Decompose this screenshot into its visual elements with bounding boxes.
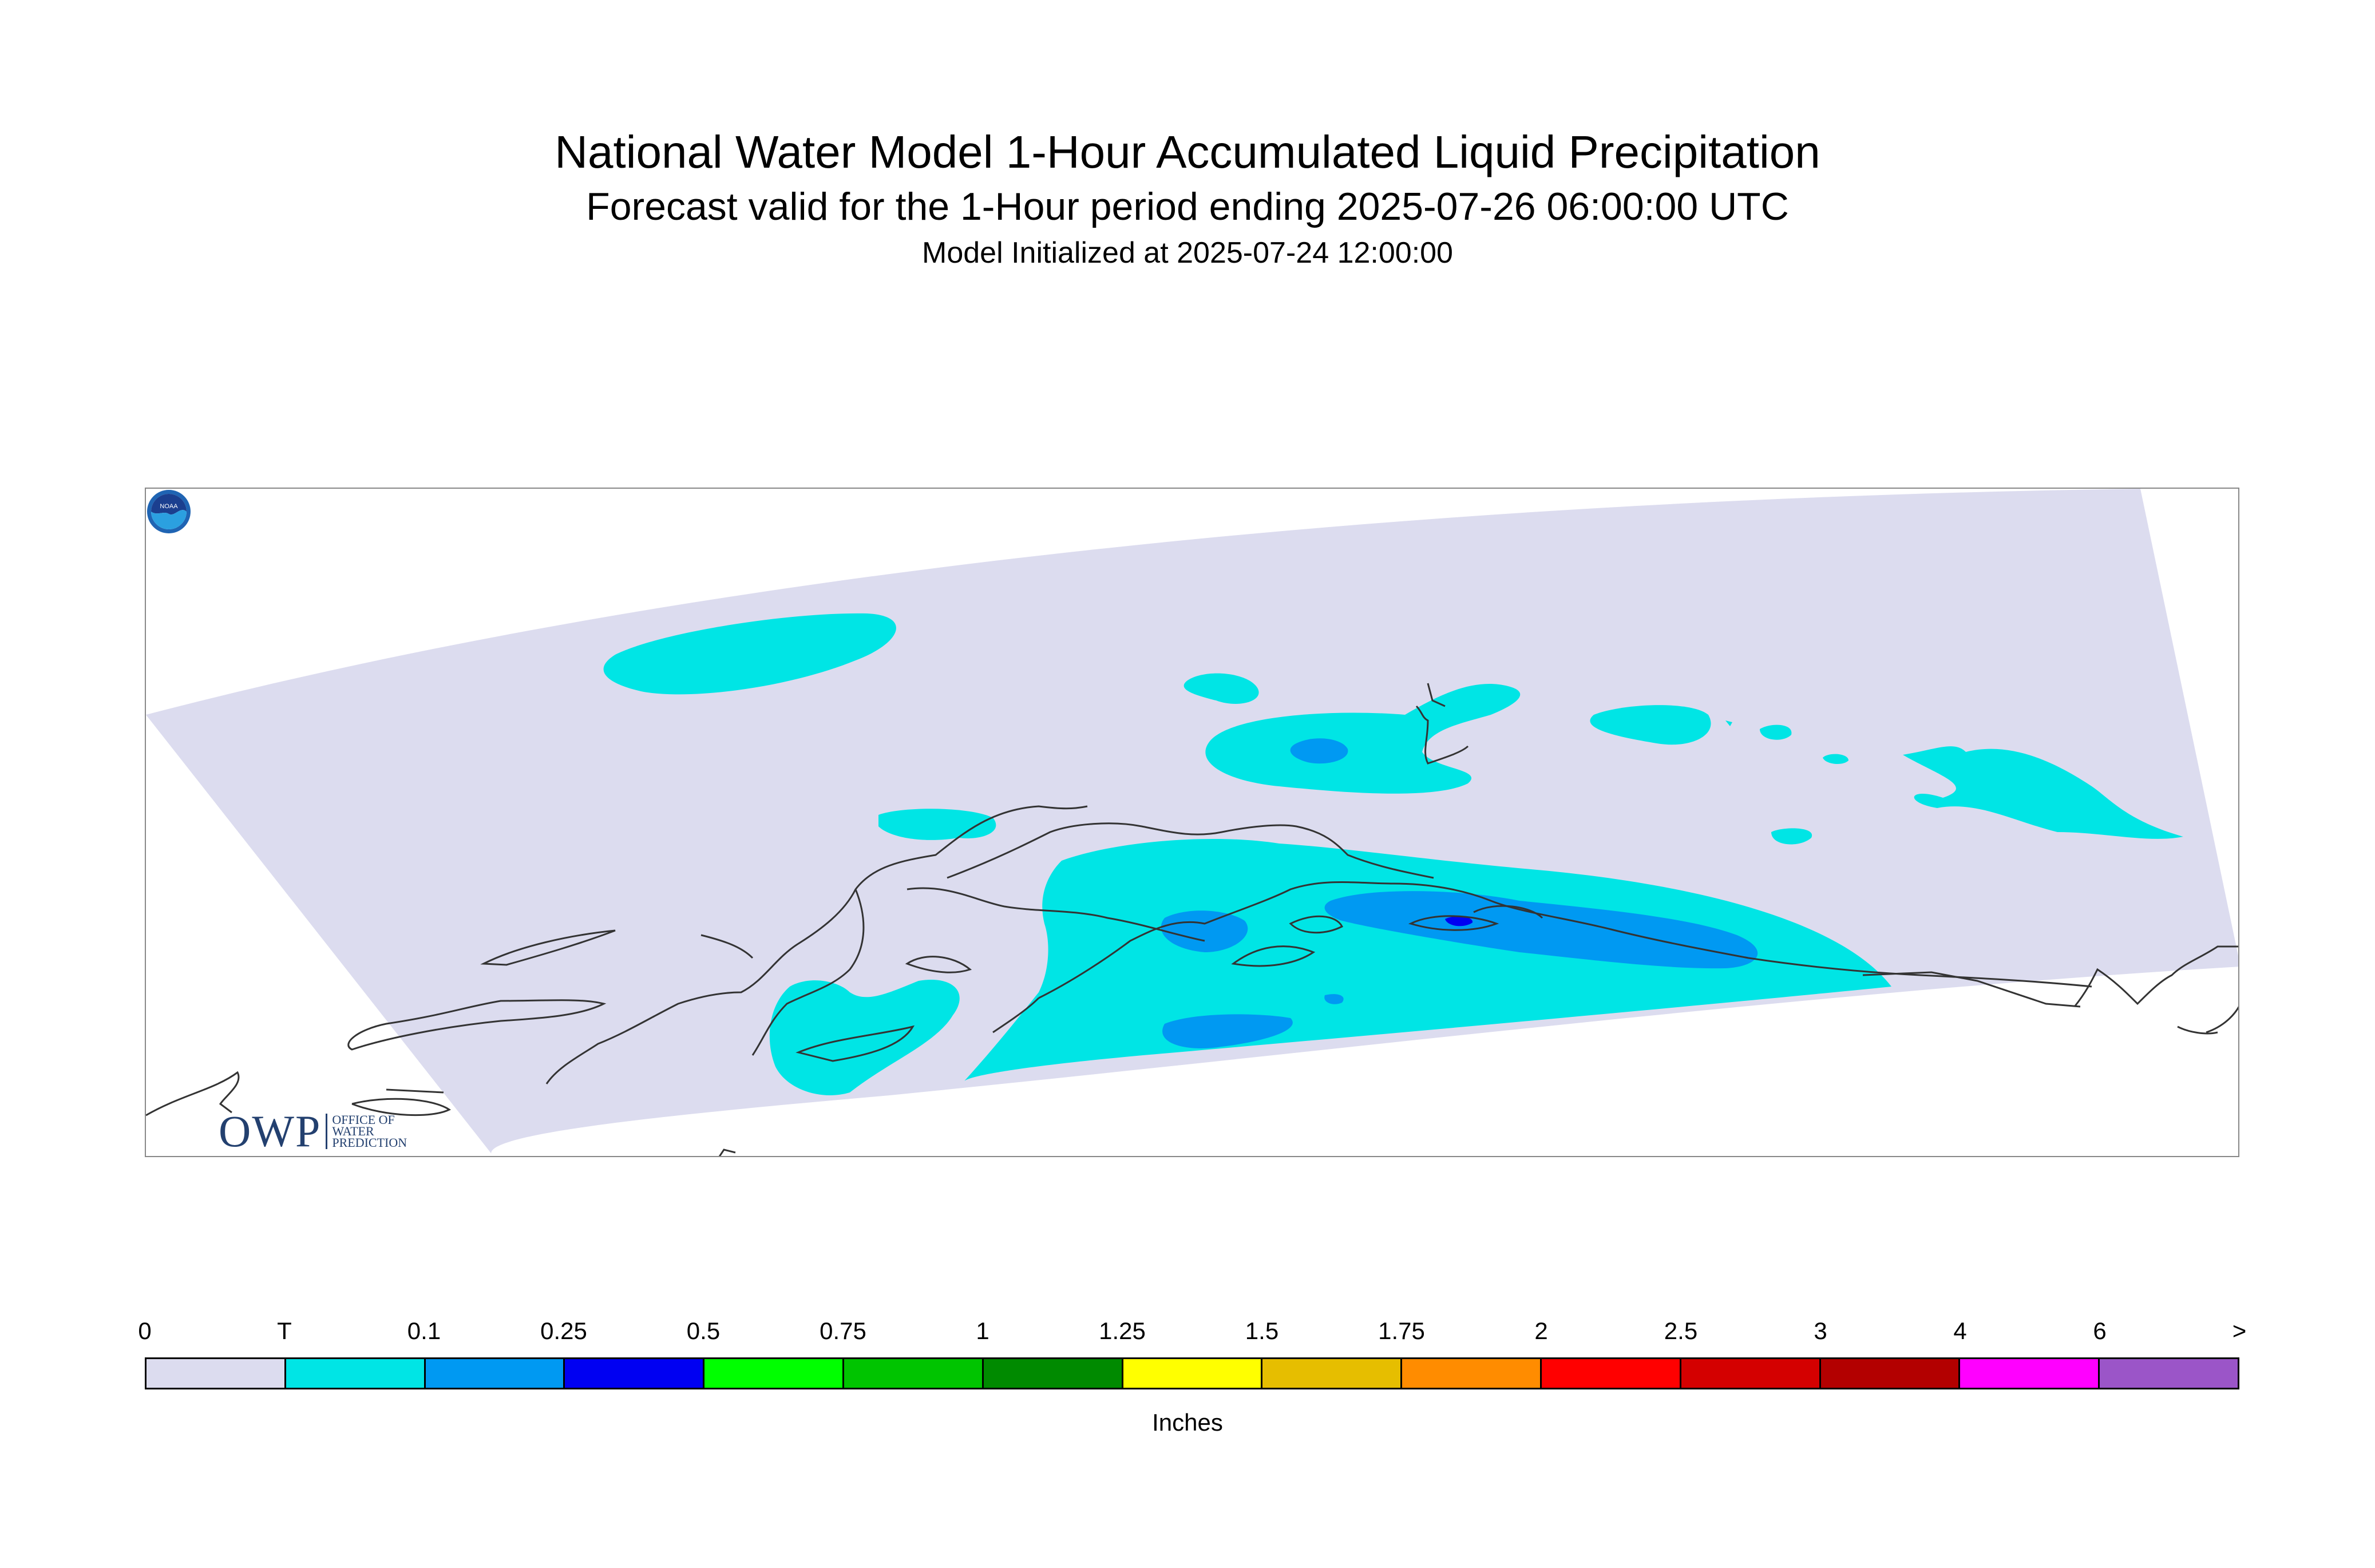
legend-swatch [704,1359,844,1388]
legend-tick-label: 0.75 [820,1317,866,1344]
legend-swatch [1262,1359,1403,1388]
legend-swatch [983,1359,1123,1388]
owp-sub-line-2: WATER [332,1124,374,1138]
legend-tick-label: 2 [1534,1317,1548,1344]
precipitation-map: OWP OFFICE OF WATER PREDICTION NOAA [145,488,2239,1157]
legend-tick-label: 0.1 [407,1317,441,1344]
owp-sub-line-3: PREDICTION [332,1135,407,1150]
legend-tick-labels: 0 T 0.1 0.25 0.5 0.75 1 1.25 1.5 1.75 2 2.5 3 4 6 > [138,1317,2246,1346]
noaa-logo: NOAA [147,490,191,533]
legend-swatch [286,1359,426,1388]
legend-tick-label: 1 [976,1317,989,1344]
legend-swatch [147,1359,286,1388]
legend-tick-label: 1.5 [1245,1317,1279,1344]
legend-tick-label: 3 [1814,1317,1827,1344]
legend-swatch [1681,1359,1821,1388]
owp-logo-divider [326,1114,328,1149]
legend-tick-label: 0.25 [540,1317,587,1344]
legend-tick-label: 1.25 [1099,1317,1146,1344]
legend-swatch [1123,1359,1263,1388]
legend-swatch [1820,1359,1961,1388]
legend-tick-label: T [277,1317,292,1344]
legend-swatch [2100,1359,2238,1388]
map-canvas [146,489,2238,1156]
legend-tick-label: 4 [1953,1317,1967,1344]
legend-tick-label: 0 [138,1317,152,1344]
owp-sub-line-1: OFFICE OF [332,1112,395,1127]
legend-swatch [1960,1359,2100,1388]
legend-colorbar [145,1357,2239,1389]
legend-swatch [565,1359,705,1388]
legend-swatch [425,1359,565,1388]
map-subtitle: Forecast valid for the 1-Hour period end… [586,185,1789,228]
owp-logo-subtext: OFFICE OF WATER PREDICTION [332,1114,407,1149]
light-precip-areas [1161,738,1758,1049]
legend-swatch [844,1359,984,1388]
noaa-logo-text: NOAA [160,503,178,510]
coastlines [146,683,2238,1156]
legend-tick-label: 6 [2093,1317,2107,1344]
owp-logo-text: OWP [219,1106,322,1156]
legend-swatch [1541,1359,1681,1388]
legend-tick-label: 1.75 [1378,1317,1425,1344]
legend-tick-label: 0.5 [686,1317,721,1344]
model-init-line: Model Initialized at 2025-07-24 12:00:00 [922,236,1453,270]
map-title: National Water Model 1-Hour Accumulated … [555,126,1820,177]
model-domain [146,489,2238,1156]
owp-logo: OWP OFFICE OF WATER PREDICTION [219,1106,407,1156]
legend-swatch [1402,1359,1542,1388]
legend-units-label: Inches [1152,1409,1223,1436]
moderate-precip-areas [1445,916,1473,926]
legend-tick-label: > [2232,1317,2247,1344]
legend-tick-label: 2.5 [1664,1317,1698,1344]
